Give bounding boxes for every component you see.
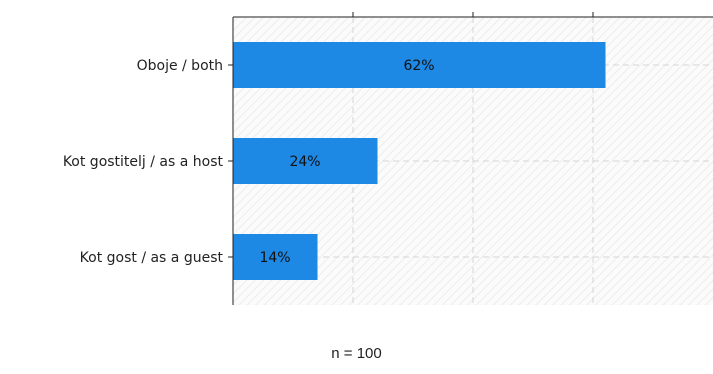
bar [233,138,378,184]
category-label: Kot gostitelj / as a host [63,154,224,170]
category-label: Kot gost / as a guest [80,250,224,266]
data-label: 24% [289,154,320,170]
sample-size-note: n = 100 [331,345,382,362]
data-label: 62% [403,58,434,74]
category-label: Oboje / both [137,58,223,74]
axes [228,12,713,305]
bar [233,42,606,88]
bars [233,42,606,280]
bar [233,234,318,280]
data-label: 14% [259,250,290,266]
labels: Oboje / both 62% Kot gostitelj / as a host… [63,58,435,266]
